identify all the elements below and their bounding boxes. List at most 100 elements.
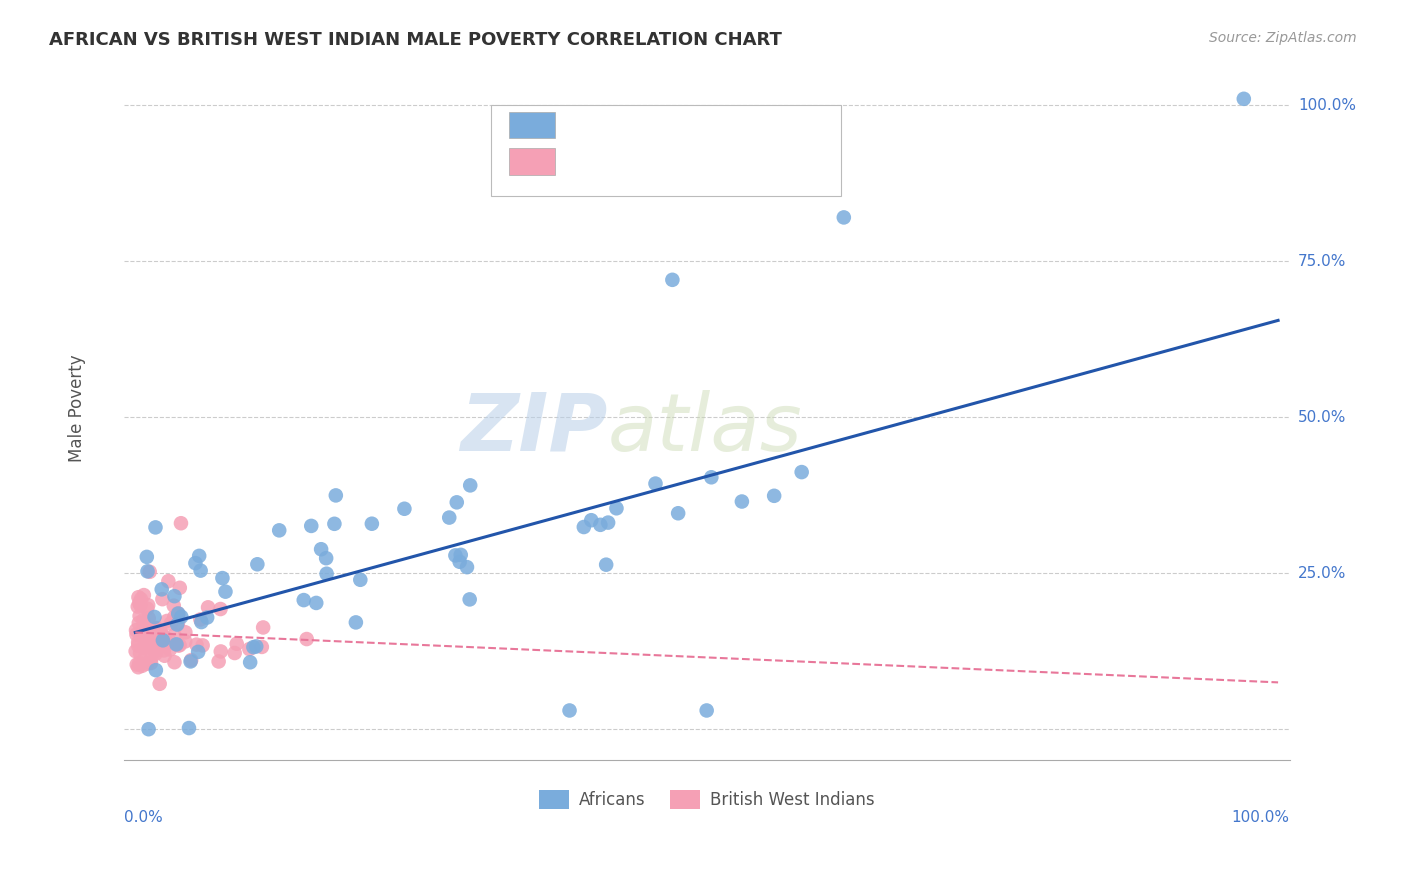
Point — [152, 632, 174, 647]
Point — [292, 593, 315, 607]
Point — [188, 549, 211, 563]
Point — [157, 574, 180, 589]
Point — [349, 573, 371, 587]
Point — [136, 565, 159, 579]
Point — [444, 549, 467, 563]
Point — [191, 639, 214, 653]
Point — [209, 644, 232, 658]
Point — [163, 628, 186, 642]
Point — [558, 703, 581, 717]
Point — [167, 606, 190, 620]
Point — [238, 642, 260, 657]
Point — [134, 638, 156, 652]
Point — [180, 653, 202, 667]
Point — [595, 558, 617, 572]
Point — [127, 599, 149, 614]
Point — [252, 620, 274, 634]
Point — [125, 624, 148, 638]
Point — [195, 610, 218, 624]
Point — [134, 624, 156, 638]
Point — [696, 703, 718, 717]
Point — [661, 273, 683, 287]
Point — [124, 644, 146, 658]
Point — [325, 488, 347, 502]
Point — [146, 637, 169, 651]
Point — [163, 655, 186, 669]
Text: 100.0%: 100.0% — [1232, 810, 1289, 825]
Point — [446, 495, 468, 509]
Point — [167, 639, 190, 653]
Point — [146, 636, 169, 650]
Point — [305, 596, 328, 610]
FancyBboxPatch shape — [509, 112, 555, 138]
Point — [145, 647, 167, 661]
Text: Source: ZipAtlas.com: Source: ZipAtlas.com — [1209, 31, 1357, 45]
Point — [135, 632, 157, 646]
Point — [138, 565, 160, 579]
Point — [145, 621, 167, 635]
FancyBboxPatch shape — [491, 104, 841, 196]
Point — [127, 635, 149, 649]
Point — [134, 629, 156, 643]
Text: 100.0%: 100.0% — [1298, 97, 1355, 112]
Point — [136, 626, 159, 640]
Point — [136, 601, 159, 615]
Point — [150, 582, 173, 597]
Point — [245, 640, 267, 654]
Point — [269, 524, 291, 538]
Point — [170, 609, 193, 624]
Point — [242, 640, 264, 655]
Point — [142, 633, 165, 648]
Point — [197, 600, 219, 615]
Text: 25.0%: 25.0% — [1298, 566, 1346, 581]
Point — [153, 643, 176, 657]
Point — [163, 610, 186, 624]
Text: Male Poverty: Male Poverty — [69, 354, 86, 461]
Point — [456, 560, 478, 574]
Point — [145, 520, 167, 534]
Point — [149, 624, 172, 639]
Point — [190, 564, 212, 578]
Point — [145, 663, 167, 677]
Point — [177, 721, 200, 735]
Point — [159, 616, 181, 631]
Point — [127, 591, 149, 605]
Point — [129, 646, 152, 660]
Point — [132, 613, 155, 627]
Point — [127, 660, 149, 674]
Point — [166, 617, 188, 632]
Point — [149, 677, 172, 691]
Point — [589, 517, 612, 532]
Text: 0.0%: 0.0% — [124, 810, 163, 825]
Point — [136, 599, 159, 613]
Point — [169, 581, 191, 595]
Point — [344, 615, 367, 630]
Point — [299, 519, 322, 533]
Point — [145, 621, 167, 635]
Point — [136, 637, 159, 651]
Point — [832, 211, 855, 225]
Point — [132, 588, 155, 602]
Point — [153, 639, 176, 653]
Point — [138, 722, 160, 736]
Point — [128, 609, 150, 624]
Point — [169, 638, 191, 652]
Point — [170, 516, 193, 531]
Point — [167, 607, 190, 621]
Point — [731, 494, 754, 508]
Point — [598, 516, 620, 530]
Text: atlas: atlas — [607, 390, 803, 468]
Point — [167, 608, 190, 623]
Point — [157, 632, 180, 647]
Text: R = -0.120   N = 92: R = -0.120 N = 92 — [578, 153, 755, 171]
Point — [225, 637, 247, 651]
Point — [790, 465, 813, 479]
Point — [128, 657, 150, 671]
Point — [131, 658, 153, 673]
Point — [360, 516, 382, 531]
Point — [315, 566, 337, 581]
Point — [394, 501, 416, 516]
Point — [211, 571, 233, 585]
Point — [572, 520, 595, 534]
Point — [136, 657, 159, 671]
